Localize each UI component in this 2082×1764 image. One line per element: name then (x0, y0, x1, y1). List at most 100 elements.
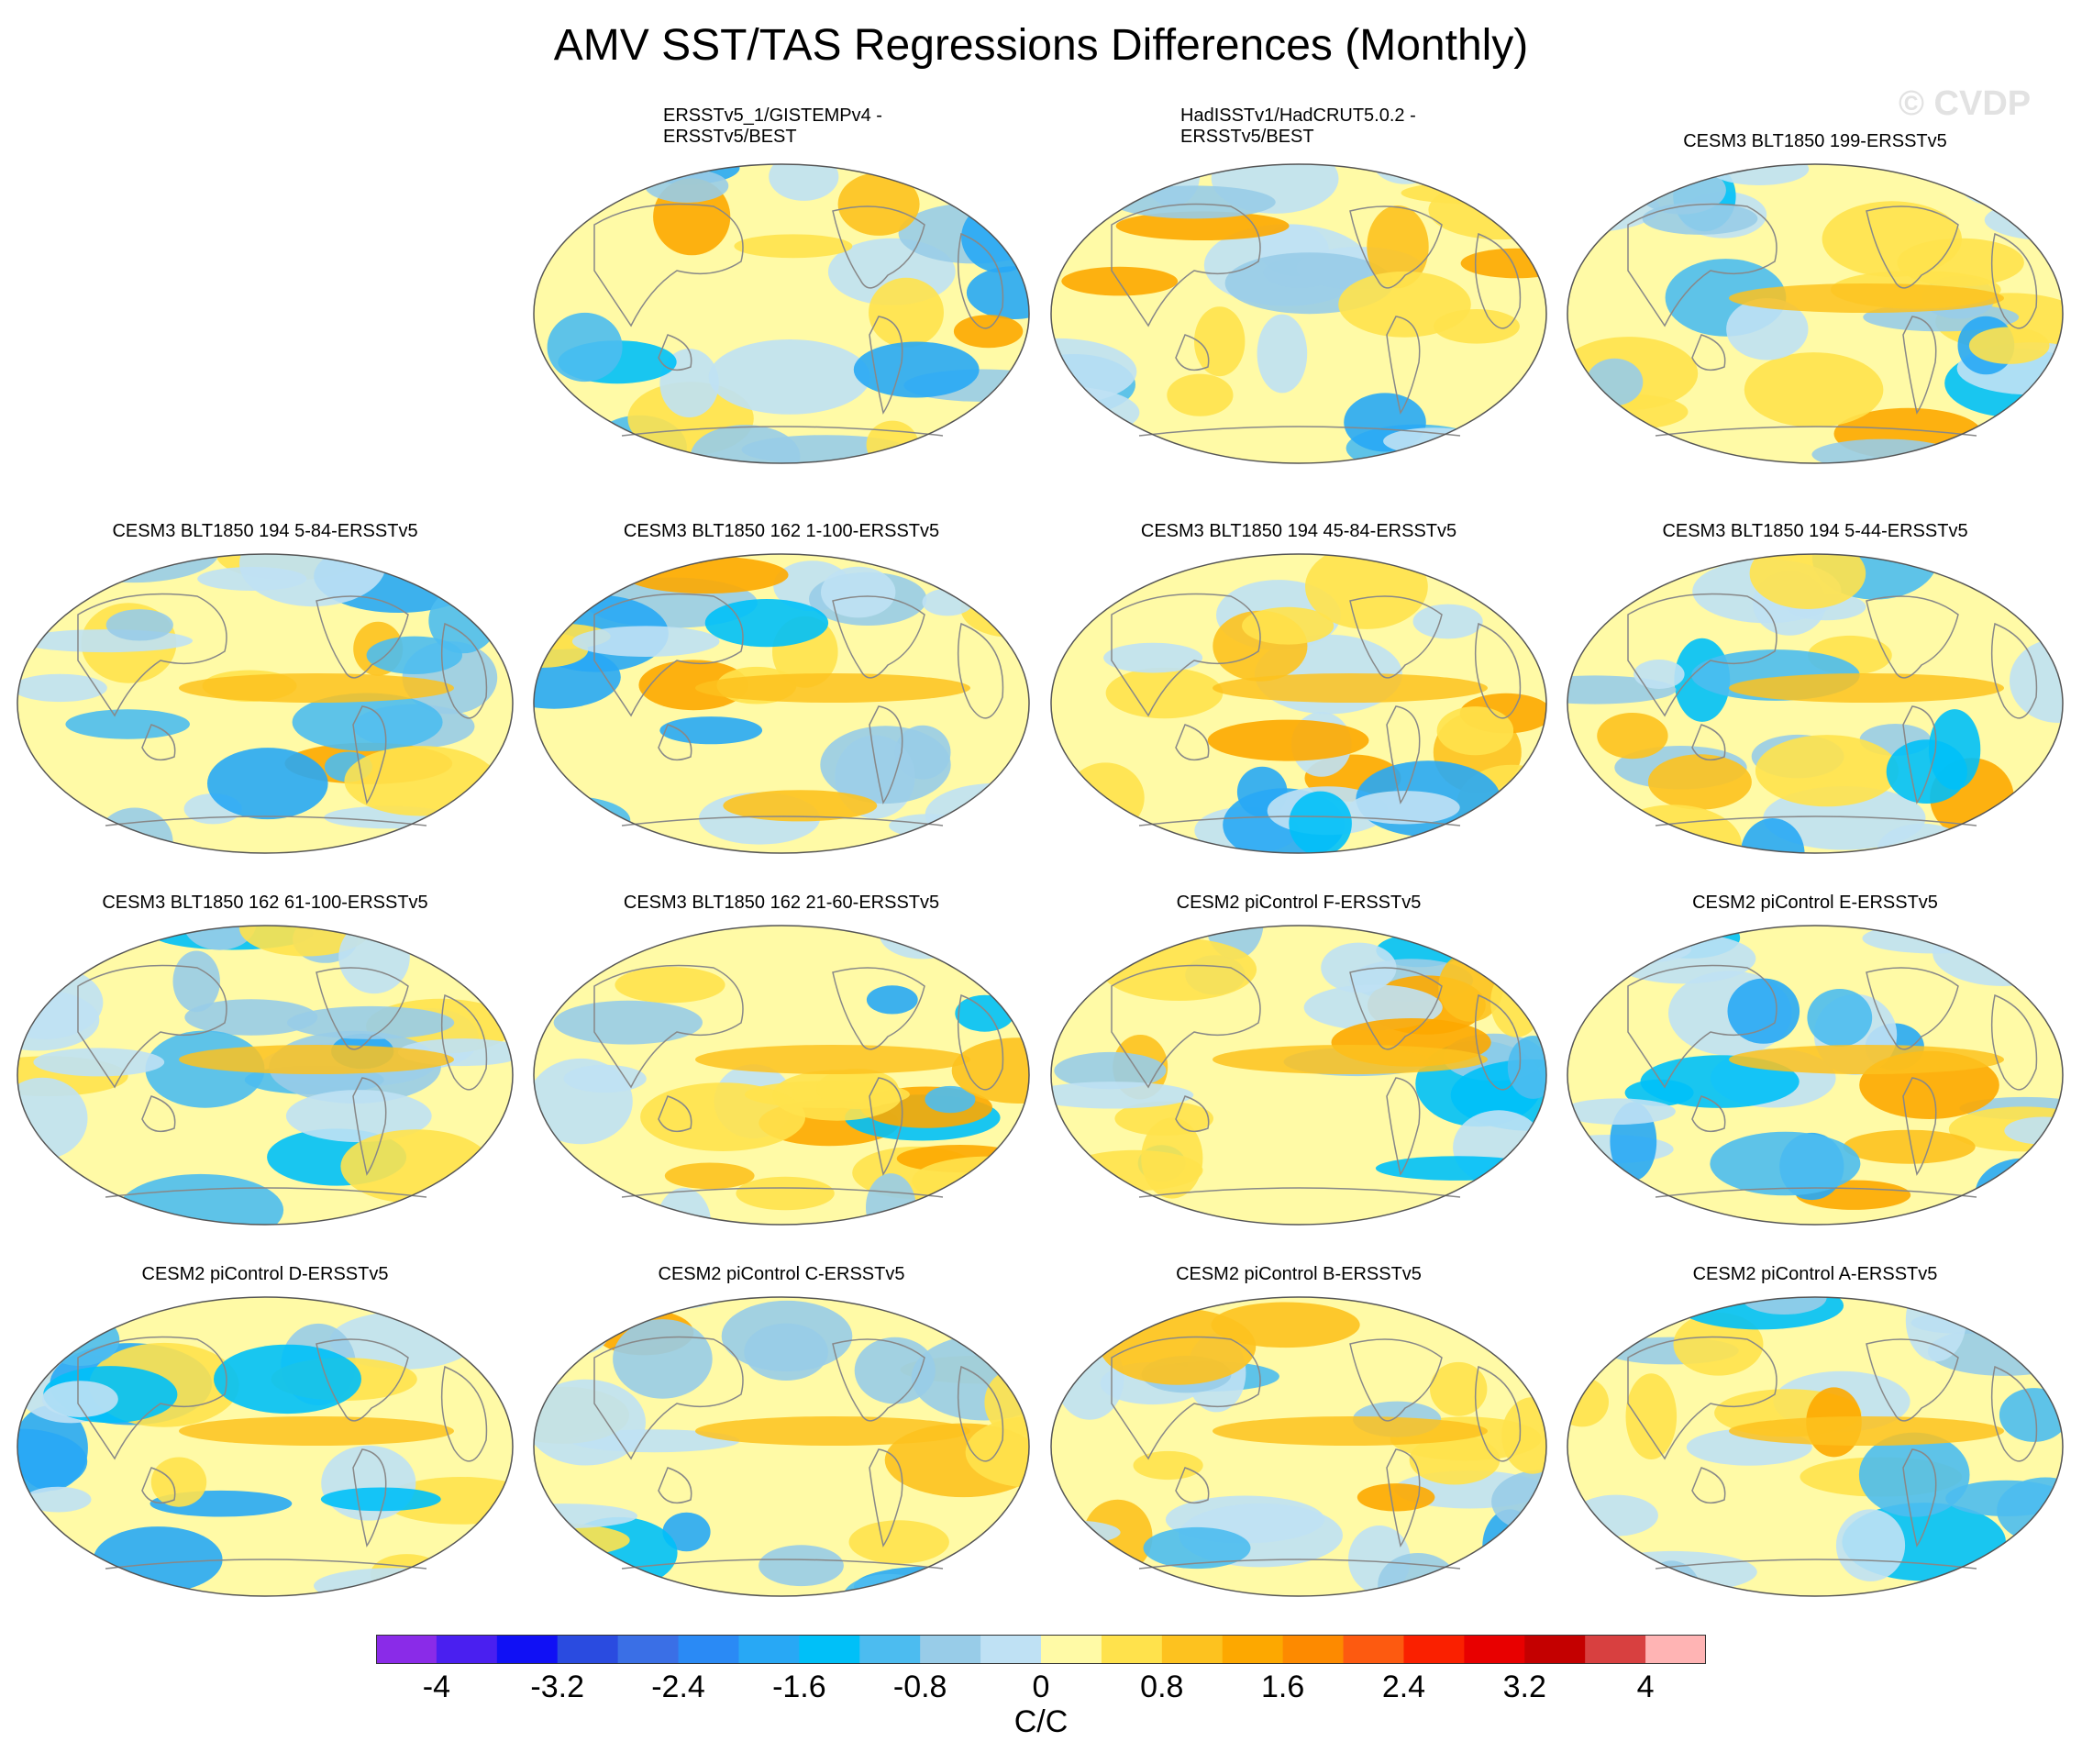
anomaly-patch (105, 609, 173, 641)
anomaly-patch (1051, 554, 1176, 569)
anomaly-patch (848, 1520, 949, 1564)
anomaly-patch (42, 1381, 118, 1417)
anomaly-patch (454, 821, 501, 853)
colorbar-swatch (1524, 1635, 1586, 1664)
colorbar-swatch (617, 1635, 680, 1664)
map-panel: CESM2 piControl C-ERSSTv5 (530, 1238, 1033, 1605)
equatorial-pacific-anomaly (179, 1045, 454, 1074)
anomaly-patch (366, 636, 462, 674)
globe-map (1050, 1296, 1547, 1597)
colorbar-tick-label: 0.8 (1140, 1670, 1184, 1704)
anomaly-patch (1088, 554, 1196, 571)
anomaly-patch (640, 1082, 806, 1151)
colorbar-swatch (859, 1635, 921, 1664)
anomaly-patch (478, 1297, 513, 1315)
equatorial-pacific-anomaly (1729, 1416, 2004, 1446)
map-border (533, 163, 1030, 464)
anomaly-patch (953, 315, 1024, 349)
anomaly-patch (285, 1090, 432, 1143)
map-border (533, 925, 1030, 1226)
anomaly-patch (1567, 1537, 1603, 1560)
globe-map (1567, 163, 2064, 464)
colorbar-swatch (1464, 1635, 1525, 1664)
anomaly-patch (704, 599, 829, 648)
anomaly-patch (1567, 1166, 1594, 1210)
anomaly-patch (1975, 1297, 2063, 1330)
equatorial-pacific-anomaly (695, 673, 970, 703)
globe-map (17, 925, 514, 1226)
map-panel: HadISSTv1/HadCRUT5.0.2 - ERSSTv5/BEST (1047, 105, 1550, 472)
anomaly-patch (571, 626, 720, 657)
anomaly-patch (478, 1297, 513, 1325)
map-panel: CESM3 BLT1850 199-ERSSTv5 (1564, 105, 2066, 472)
figure-title: AMV SST/TAS Regressions Differences (Mon… (553, 21, 1529, 70)
anomaly-patch (17, 673, 107, 703)
colorbar-swatch (1585, 1635, 1646, 1664)
equatorial-pacific-anomaly (695, 1045, 970, 1074)
panel-title: CESM2 piControl A-ERSSTv5 (1692, 1264, 1938, 1284)
map-border (1567, 925, 2064, 1226)
map-panel: CESM3 BLT1850 162 21-60-ERSSTv5 (530, 867, 1033, 1234)
anomaly-patch (183, 926, 257, 950)
anomaly-patch (1412, 604, 1483, 639)
anomaly-patch (736, 1176, 835, 1211)
globe-map (17, 553, 514, 854)
equatorial-pacific-anomaly (1729, 283, 2004, 313)
anomaly-patch (734, 234, 853, 259)
colorbar-swatch (557, 1635, 619, 1664)
anomaly-patch (1999, 1388, 2063, 1442)
anomaly-patch (1740, 818, 1805, 853)
anomaly-patch (1357, 1483, 1435, 1512)
anomaly-patch (1133, 1450, 1203, 1481)
globe-map (1567, 1296, 2064, 1597)
coastline (1111, 1336, 1522, 1570)
colorbar-swatch (1282, 1635, 1345, 1664)
colorbar-labels: -4 -3.2 -2.4 -1.6 -0.8 0 0.8 1.6 2.4 3.2 4 (0, 1670, 2082, 1710)
anomaly-patch (613, 1319, 713, 1399)
colorbar-swatch (1161, 1635, 1224, 1664)
anomaly-patch (723, 790, 878, 822)
colorbar-swatch (980, 1635, 1042, 1664)
map-panel: CESM3 BLT1850 194 45-84-ERSSTv5 (1047, 495, 1550, 862)
anomaly-patch (1958, 164, 2038, 207)
anomaly-patch (955, 994, 1014, 1032)
colorbar-swatch (738, 1635, 800, 1664)
colorbar-swatch (1645, 1635, 1707, 1664)
map-border (1567, 163, 2064, 464)
anomaly-patch (358, 835, 503, 853)
anomaly-patch (1624, 1079, 1694, 1106)
anomaly-patch (150, 1457, 207, 1507)
anomaly-patch (1338, 271, 1471, 338)
colorbar-swatch (496, 1635, 559, 1664)
anomaly-patch (65, 709, 190, 739)
anomaly-patch (1367, 205, 1429, 289)
map-border (1050, 1296, 1547, 1597)
coastline (1627, 1336, 2038, 1570)
map-panel: CESM2 piControl A-ERSSTv5 (1564, 1238, 2066, 1605)
anomaly-patch (1375, 1156, 1540, 1181)
anomaly-patch (553, 1000, 703, 1045)
anomaly-patch (1348, 791, 1460, 825)
anomaly-patch (25, 1486, 92, 1513)
map-panel: ERSSTv5_1/GISTEMPv4 - ERSSTv5/BEST (530, 105, 1033, 472)
anomaly-patch (659, 716, 763, 745)
anomaly-patch (1143, 1526, 1251, 1570)
map-panel: CESM2 piControl F-ERSSTv5 (1047, 867, 1550, 1234)
anomaly-patch (2004, 1116, 2063, 1145)
colorbar-tick-label: -4 (422, 1670, 451, 1704)
map-panel: CESM3 BLT1850 194 5-84-ERSSTv5 (14, 495, 516, 862)
colorbar-tick-label: 0 (1032, 1670, 1050, 1704)
colorbar-tick-label: -2.4 (651, 1670, 705, 1704)
coastline (1627, 964, 2038, 1198)
colorbar-units: C/C (1013, 1704, 1069, 1739)
anomaly-patch (1115, 211, 1290, 240)
anomaly-patch (338, 926, 410, 994)
colorbar-swatch (1101, 1635, 1163, 1664)
map-border (17, 925, 514, 1226)
coastline (77, 964, 488, 1198)
colorbar-tick-label: 4 (1636, 1670, 1655, 1704)
anomaly-patch (853, 341, 980, 398)
coastline (77, 593, 488, 827)
panel-title: CESM3 BLT1850 162 1-100-ERSSTv5 (623, 521, 940, 541)
coastline (1627, 203, 2038, 437)
